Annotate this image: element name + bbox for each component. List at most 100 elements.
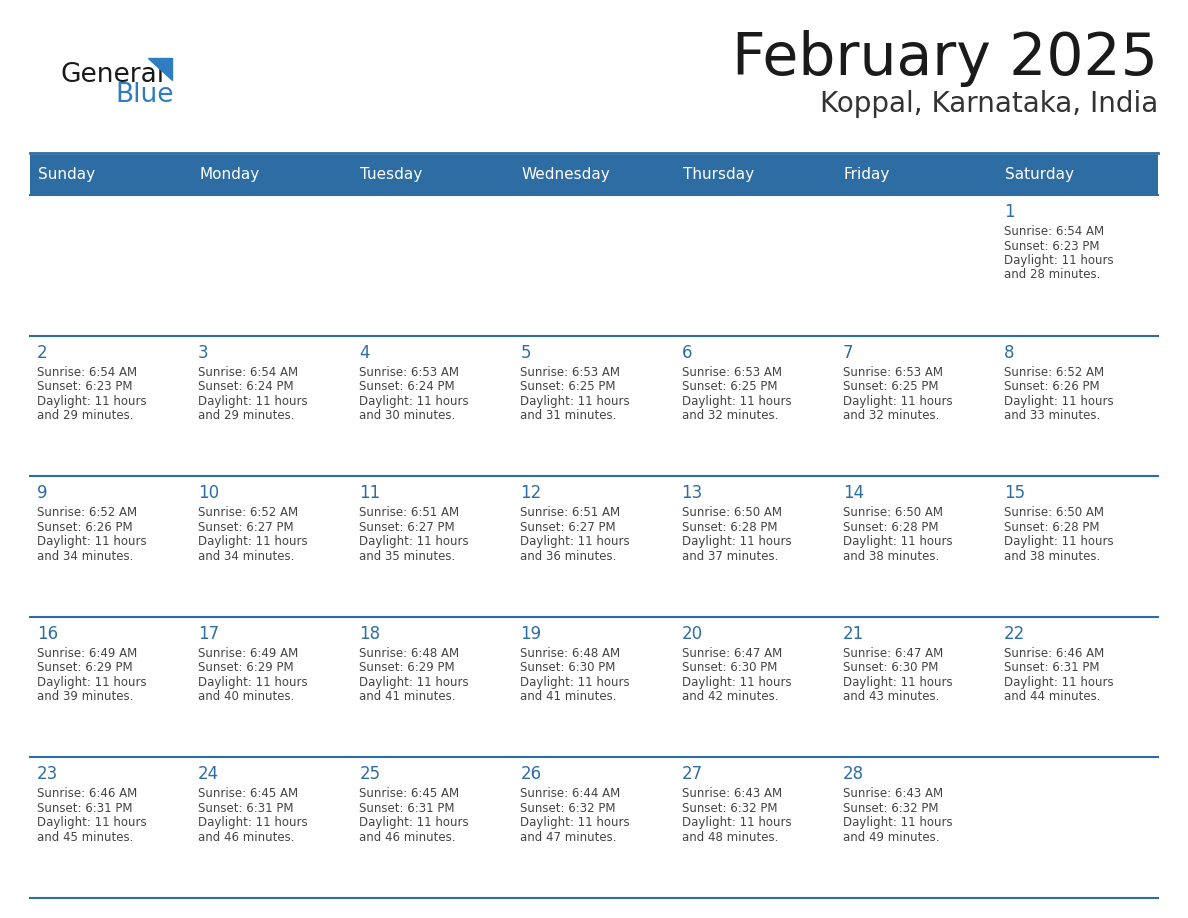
Text: and 39 minutes.: and 39 minutes. xyxy=(37,690,133,703)
Text: Sunrise: 6:53 AM: Sunrise: 6:53 AM xyxy=(520,365,620,378)
Text: 9: 9 xyxy=(37,484,48,502)
Bar xyxy=(835,195,997,336)
Bar xyxy=(675,336,835,476)
Text: General: General xyxy=(61,62,164,88)
Text: Tuesday: Tuesday xyxy=(360,167,423,183)
Bar xyxy=(353,336,513,476)
Text: and 30 minutes.: and 30 minutes. xyxy=(359,409,455,422)
Text: 3: 3 xyxy=(198,343,209,362)
Bar xyxy=(191,617,353,757)
Text: Sunset: 6:24 PM: Sunset: 6:24 PM xyxy=(198,380,293,393)
Text: Sunset: 6:31 PM: Sunset: 6:31 PM xyxy=(359,802,455,815)
Bar xyxy=(353,757,513,898)
Text: and 32 minutes.: and 32 minutes. xyxy=(682,409,778,422)
Text: and 38 minutes.: and 38 minutes. xyxy=(1004,550,1100,563)
Bar xyxy=(30,476,191,617)
Text: Sunrise: 6:44 AM: Sunrise: 6:44 AM xyxy=(520,788,620,800)
Text: Sunset: 6:31 PM: Sunset: 6:31 PM xyxy=(1004,661,1099,675)
Text: Sunrise: 6:53 AM: Sunrise: 6:53 AM xyxy=(682,365,782,378)
Text: and 46 minutes.: and 46 minutes. xyxy=(359,831,456,844)
Text: Sunset: 6:32 PM: Sunset: 6:32 PM xyxy=(682,802,777,815)
Text: and 34 minutes.: and 34 minutes. xyxy=(37,550,133,563)
Text: Daylight: 11 hours: Daylight: 11 hours xyxy=(682,816,791,829)
Text: Sunset: 6:25 PM: Sunset: 6:25 PM xyxy=(842,380,939,393)
Text: 20: 20 xyxy=(682,625,702,643)
Text: Sunset: 6:29 PM: Sunset: 6:29 PM xyxy=(37,661,133,675)
Text: Daylight: 11 hours: Daylight: 11 hours xyxy=(1004,395,1113,408)
Bar xyxy=(191,336,353,476)
Text: Sunset: 6:32 PM: Sunset: 6:32 PM xyxy=(842,802,939,815)
Text: and 34 minutes.: and 34 minutes. xyxy=(198,550,295,563)
Text: Daylight: 11 hours: Daylight: 11 hours xyxy=(1004,535,1113,548)
Text: Sunrise: 6:48 AM: Sunrise: 6:48 AM xyxy=(359,647,460,660)
Text: Sunrise: 6:53 AM: Sunrise: 6:53 AM xyxy=(359,365,460,378)
Bar xyxy=(30,617,191,757)
Bar xyxy=(30,195,191,336)
Text: Monday: Monday xyxy=(200,167,259,183)
Text: 15: 15 xyxy=(1004,484,1025,502)
Text: and 49 minutes.: and 49 minutes. xyxy=(842,831,940,844)
Text: and 29 minutes.: and 29 minutes. xyxy=(198,409,295,422)
Text: Sunset: 6:29 PM: Sunset: 6:29 PM xyxy=(359,661,455,675)
Bar xyxy=(30,155,191,195)
Text: Daylight: 11 hours: Daylight: 11 hours xyxy=(359,395,469,408)
Text: and 35 minutes.: and 35 minutes. xyxy=(359,550,455,563)
Bar xyxy=(997,195,1158,336)
Bar xyxy=(353,195,513,336)
Text: Sunrise: 6:49 AM: Sunrise: 6:49 AM xyxy=(198,647,298,660)
Text: Sunrise: 6:47 AM: Sunrise: 6:47 AM xyxy=(682,647,782,660)
Text: Sunrise: 6:54 AM: Sunrise: 6:54 AM xyxy=(37,365,137,378)
Text: Sunrise: 6:47 AM: Sunrise: 6:47 AM xyxy=(842,647,943,660)
Text: 2: 2 xyxy=(37,343,48,362)
Text: 21: 21 xyxy=(842,625,864,643)
Text: 6: 6 xyxy=(682,343,693,362)
Text: Daylight: 11 hours: Daylight: 11 hours xyxy=(198,816,308,829)
Bar xyxy=(835,155,997,195)
Bar xyxy=(513,155,675,195)
Text: 24: 24 xyxy=(198,766,220,783)
Text: 17: 17 xyxy=(198,625,220,643)
Text: Sunset: 6:31 PM: Sunset: 6:31 PM xyxy=(37,802,133,815)
Text: Koppal, Karnataka, India: Koppal, Karnataka, India xyxy=(820,90,1158,118)
Text: Daylight: 11 hours: Daylight: 11 hours xyxy=(37,676,146,688)
Bar xyxy=(675,195,835,336)
Text: Sunrise: 6:48 AM: Sunrise: 6:48 AM xyxy=(520,647,620,660)
Text: Sunrise: 6:49 AM: Sunrise: 6:49 AM xyxy=(37,647,138,660)
Text: Sunrise: 6:46 AM: Sunrise: 6:46 AM xyxy=(37,788,138,800)
Bar xyxy=(30,336,191,476)
Text: Daylight: 11 hours: Daylight: 11 hours xyxy=(1004,676,1113,688)
Text: Sunset: 6:26 PM: Sunset: 6:26 PM xyxy=(37,521,133,533)
Polygon shape xyxy=(148,58,172,80)
Text: and 38 minutes.: and 38 minutes. xyxy=(842,550,939,563)
Text: Sunset: 6:31 PM: Sunset: 6:31 PM xyxy=(198,802,293,815)
Text: 22: 22 xyxy=(1004,625,1025,643)
Bar xyxy=(353,155,513,195)
Bar xyxy=(675,617,835,757)
Bar xyxy=(997,155,1158,195)
Bar xyxy=(675,476,835,617)
Text: Sunrise: 6:46 AM: Sunrise: 6:46 AM xyxy=(1004,647,1104,660)
Text: Daylight: 11 hours: Daylight: 11 hours xyxy=(520,676,630,688)
Text: Sunrise: 6:50 AM: Sunrise: 6:50 AM xyxy=(842,506,943,520)
Text: Daylight: 11 hours: Daylight: 11 hours xyxy=(37,816,146,829)
Text: Daylight: 11 hours: Daylight: 11 hours xyxy=(359,816,469,829)
Text: 1: 1 xyxy=(1004,203,1015,221)
Text: and 46 minutes.: and 46 minutes. xyxy=(198,831,295,844)
Text: 27: 27 xyxy=(682,766,702,783)
Text: Sunset: 6:28 PM: Sunset: 6:28 PM xyxy=(842,521,939,533)
Text: Daylight: 11 hours: Daylight: 11 hours xyxy=(198,676,308,688)
Text: Sunset: 6:30 PM: Sunset: 6:30 PM xyxy=(682,661,777,675)
Text: Sunrise: 6:50 AM: Sunrise: 6:50 AM xyxy=(682,506,782,520)
Text: Sunrise: 6:50 AM: Sunrise: 6:50 AM xyxy=(1004,506,1104,520)
Text: 25: 25 xyxy=(359,766,380,783)
Text: Daylight: 11 hours: Daylight: 11 hours xyxy=(198,535,308,548)
Text: Sunrise: 6:45 AM: Sunrise: 6:45 AM xyxy=(198,788,298,800)
Text: Sunrise: 6:51 AM: Sunrise: 6:51 AM xyxy=(359,506,460,520)
Bar xyxy=(513,476,675,617)
Text: Blue: Blue xyxy=(115,82,173,108)
Bar xyxy=(191,757,353,898)
Bar xyxy=(835,757,997,898)
Text: Sunset: 6:30 PM: Sunset: 6:30 PM xyxy=(842,661,939,675)
Text: and 33 minutes.: and 33 minutes. xyxy=(1004,409,1100,422)
Bar xyxy=(997,336,1158,476)
